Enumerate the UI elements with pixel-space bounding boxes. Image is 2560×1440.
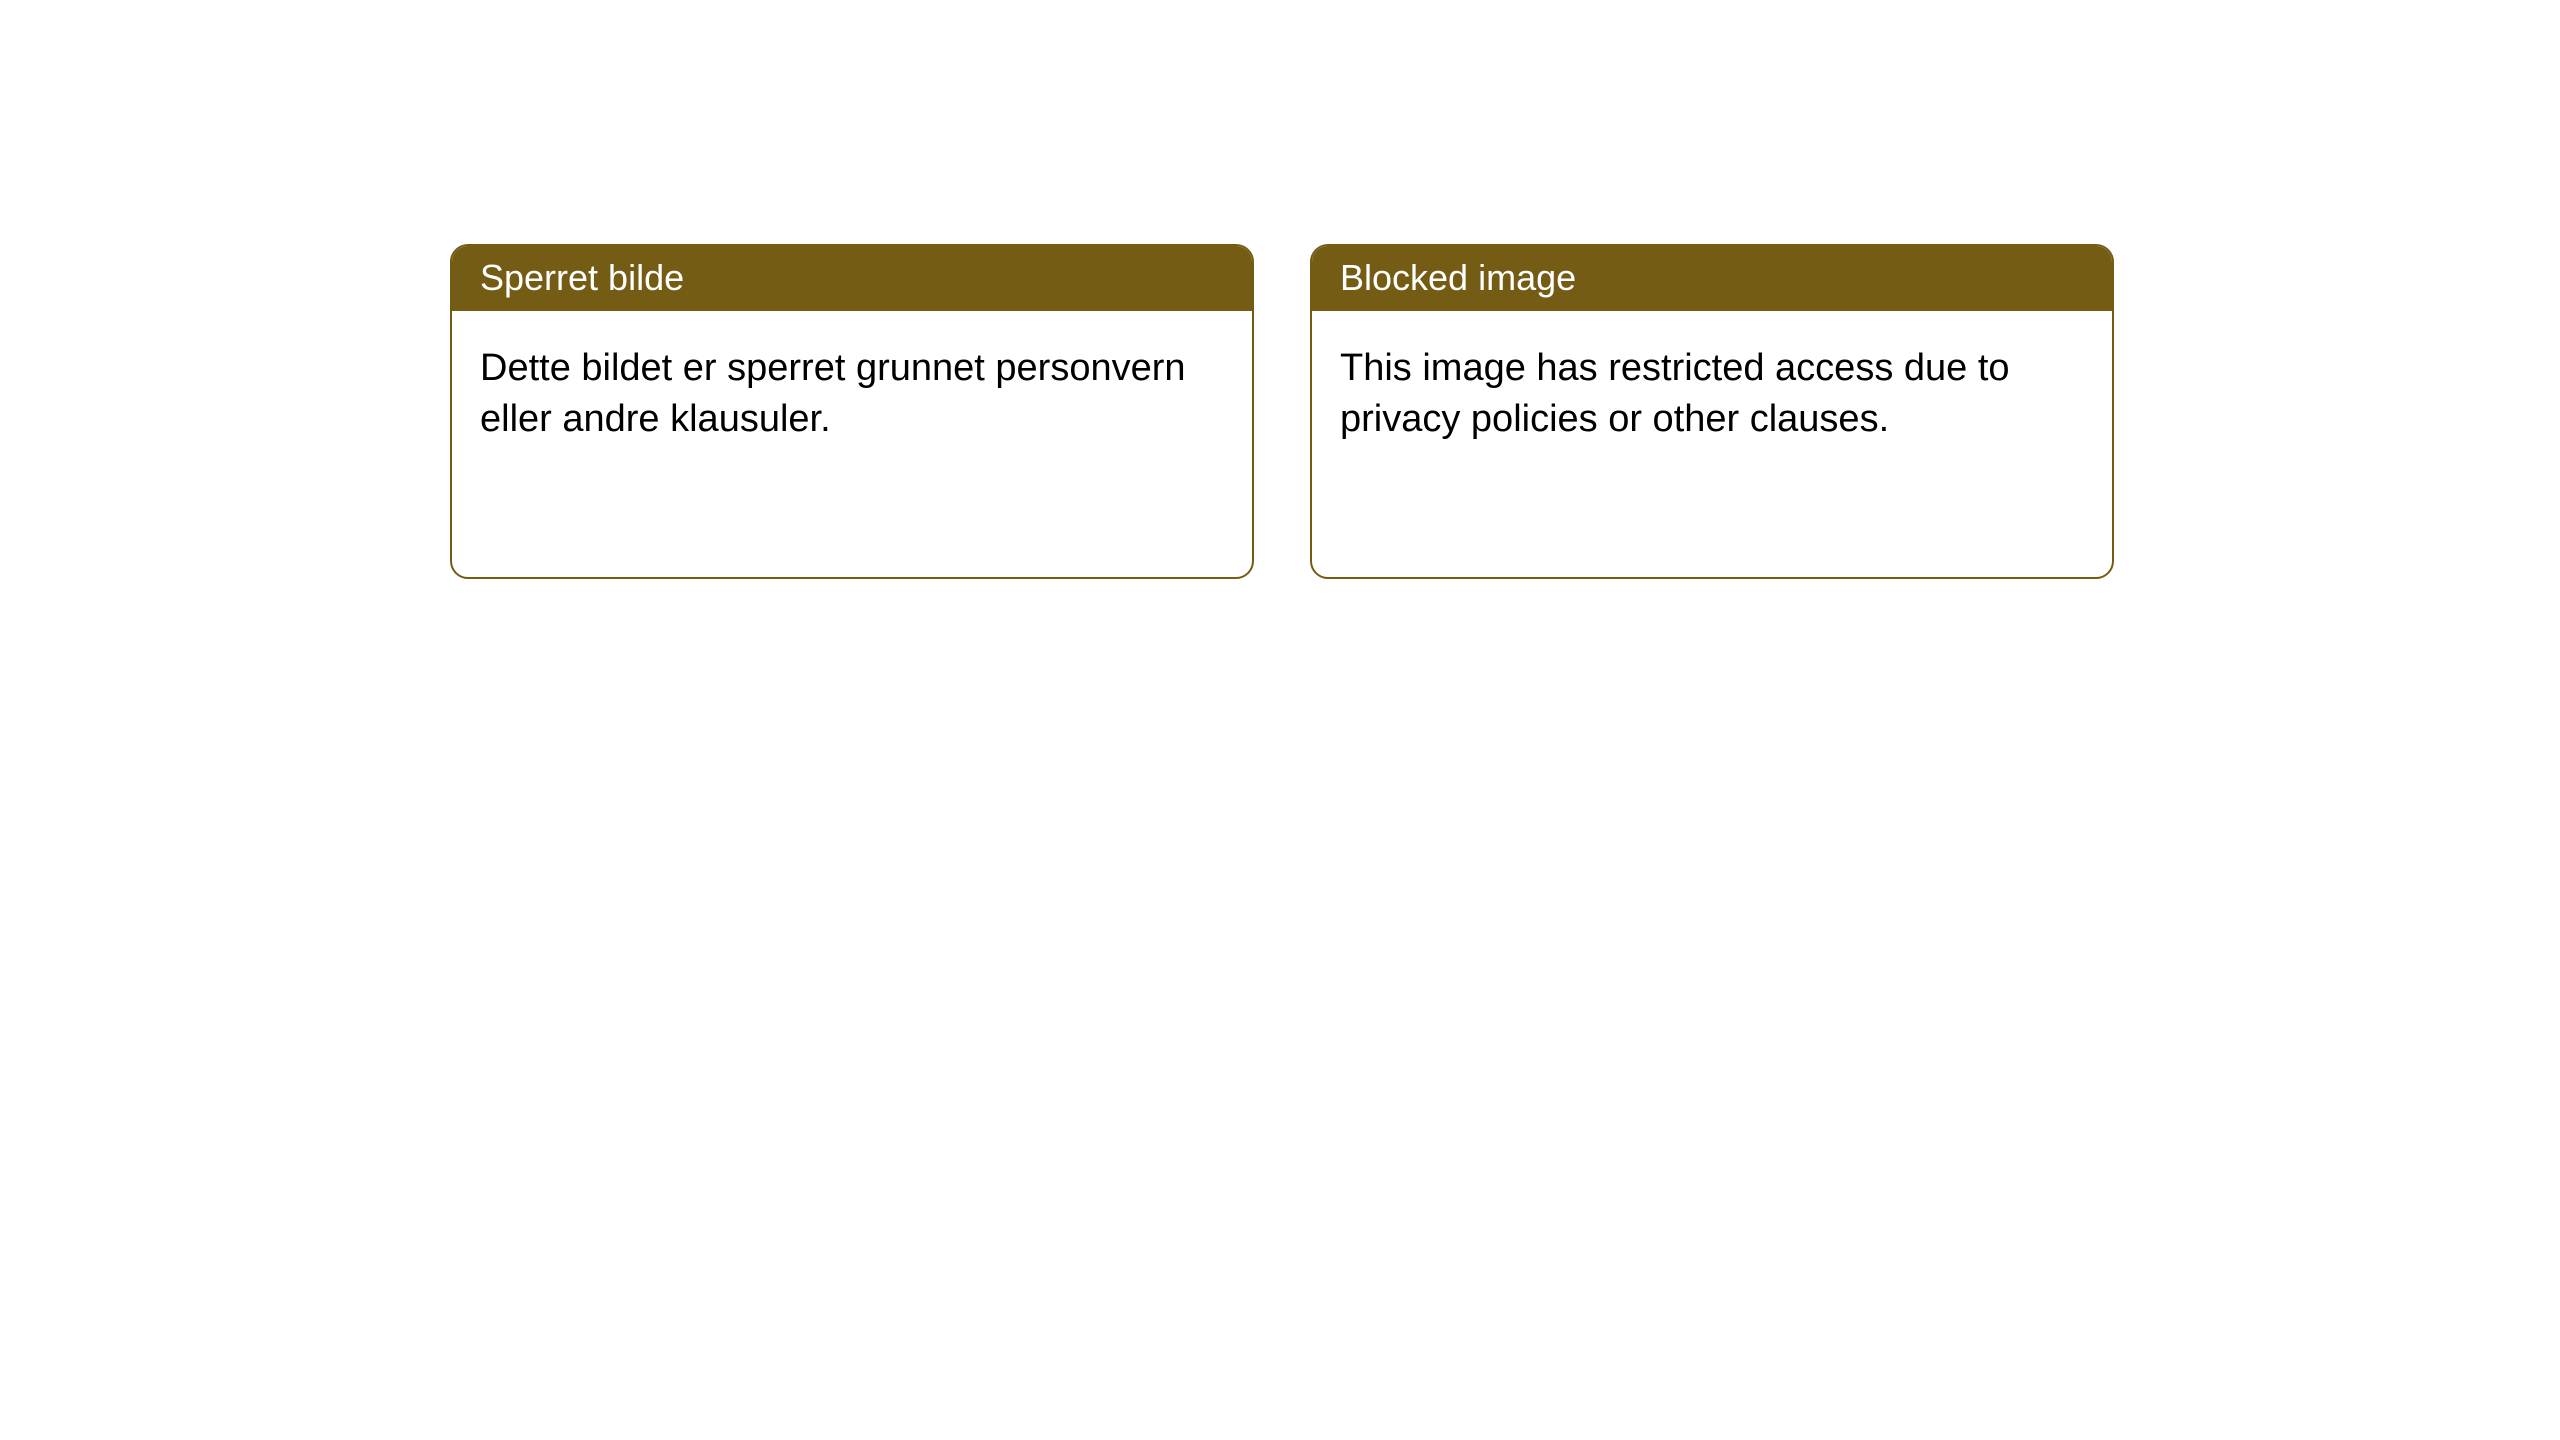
notice-header-norwegian: Sperret bilde [452,246,1252,311]
notice-header-english: Blocked image [1312,246,2112,311]
notice-card-norwegian: Sperret bilde Dette bildet er sperret gr… [450,244,1254,579]
notice-card-english: Blocked image This image has restricted … [1310,244,2114,579]
notice-body-norwegian: Dette bildet er sperret grunnet personve… [452,311,1252,478]
notice-container: Sperret bilde Dette bildet er sperret gr… [0,0,2560,579]
notice-body-english: This image has restricted access due to … [1312,311,2112,478]
